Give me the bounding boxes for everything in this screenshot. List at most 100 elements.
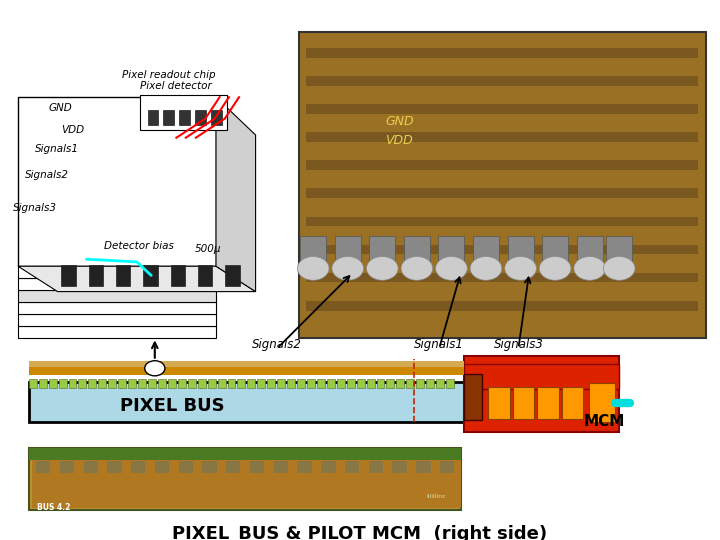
Bar [178,379,186,388]
Bar [306,104,698,114]
Bar [36,461,50,472]
Bar [99,379,107,388]
Text: PIXEL_BUS & PILOT MCM  (right side): PIXEL_BUS & PILOT MCM (right side) [172,525,548,540]
Text: lilililnc: lilililnc [427,494,446,500]
Text: GND: GND [385,115,414,128]
Text: VDD: VDD [385,134,413,147]
Bar [317,379,325,388]
Bar [89,379,96,388]
Bar [18,326,216,338]
Bar [198,379,206,388]
Bar [306,273,698,282]
Bar [32,456,461,508]
Bar [406,379,414,388]
Text: MCM: MCM [584,414,626,429]
Bar [118,379,126,388]
Bar [89,265,103,286]
Bar [306,48,698,58]
Bar [366,379,374,388]
Text: Pixel readout chip: Pixel readout chip [122,70,216,79]
Bar [116,265,130,286]
Bar [29,448,461,510]
Circle shape [366,256,398,280]
Bar [238,379,246,388]
Bar [195,110,206,125]
Polygon shape [216,97,256,292]
Bar [356,379,364,388]
Bar [60,461,74,472]
Bar [29,361,464,367]
Circle shape [436,256,467,280]
Bar [321,461,336,472]
Bar [404,236,430,266]
Bar [436,379,444,388]
Bar [163,110,174,125]
Bar [18,290,216,302]
Bar [297,461,312,472]
Bar [513,387,534,419]
Bar [18,266,216,278]
Bar [446,379,454,388]
Bar [61,265,76,286]
Text: VDD: VDD [61,125,84,134]
Text: 500μ: 500μ [194,245,221,254]
Circle shape [145,361,165,376]
Bar [508,236,534,266]
Bar [128,379,136,388]
Bar [267,379,275,388]
Bar [18,302,216,314]
Bar [306,217,698,226]
Bar [78,379,86,388]
Text: Signals1: Signals1 [35,144,78,153]
Circle shape [332,256,364,280]
Bar [274,461,288,472]
Bar [148,379,156,388]
Text: Detector bias: Detector bias [104,241,174,251]
Bar [143,265,158,286]
Bar [464,374,482,420]
Bar [542,236,568,266]
Bar [168,379,176,388]
Bar [107,461,122,472]
Text: Signals3: Signals3 [493,338,544,351]
Bar [345,461,359,472]
Bar [387,379,395,388]
Bar [226,461,240,472]
Bar [7,27,295,340]
Bar [188,379,196,388]
Bar [416,379,424,388]
Text: Signals2: Signals2 [25,171,69,180]
Bar [473,236,499,266]
Polygon shape [18,266,256,292]
Circle shape [401,256,433,280]
Bar [327,379,335,388]
Bar [299,32,706,337]
Circle shape [574,256,606,280]
Bar [29,379,37,388]
Bar [84,461,98,472]
Bar [58,379,66,388]
Text: Signals2: Signals2 [252,338,302,351]
Circle shape [297,256,329,280]
Bar [426,379,434,388]
Bar [300,236,326,266]
Bar [488,387,510,419]
Bar [537,387,559,419]
Bar [306,245,698,254]
Bar [29,448,461,460]
Bar [606,236,632,266]
Bar [306,76,698,86]
Bar [138,379,146,388]
Bar [202,461,217,472]
Bar [257,379,265,388]
Bar [148,110,158,125]
Bar [562,387,583,419]
Bar [179,110,190,125]
Bar [228,379,235,388]
Bar [306,160,698,170]
Bar [577,236,603,266]
Bar [250,461,264,472]
Bar [337,379,345,388]
Bar [392,461,407,472]
Bar [179,461,193,472]
